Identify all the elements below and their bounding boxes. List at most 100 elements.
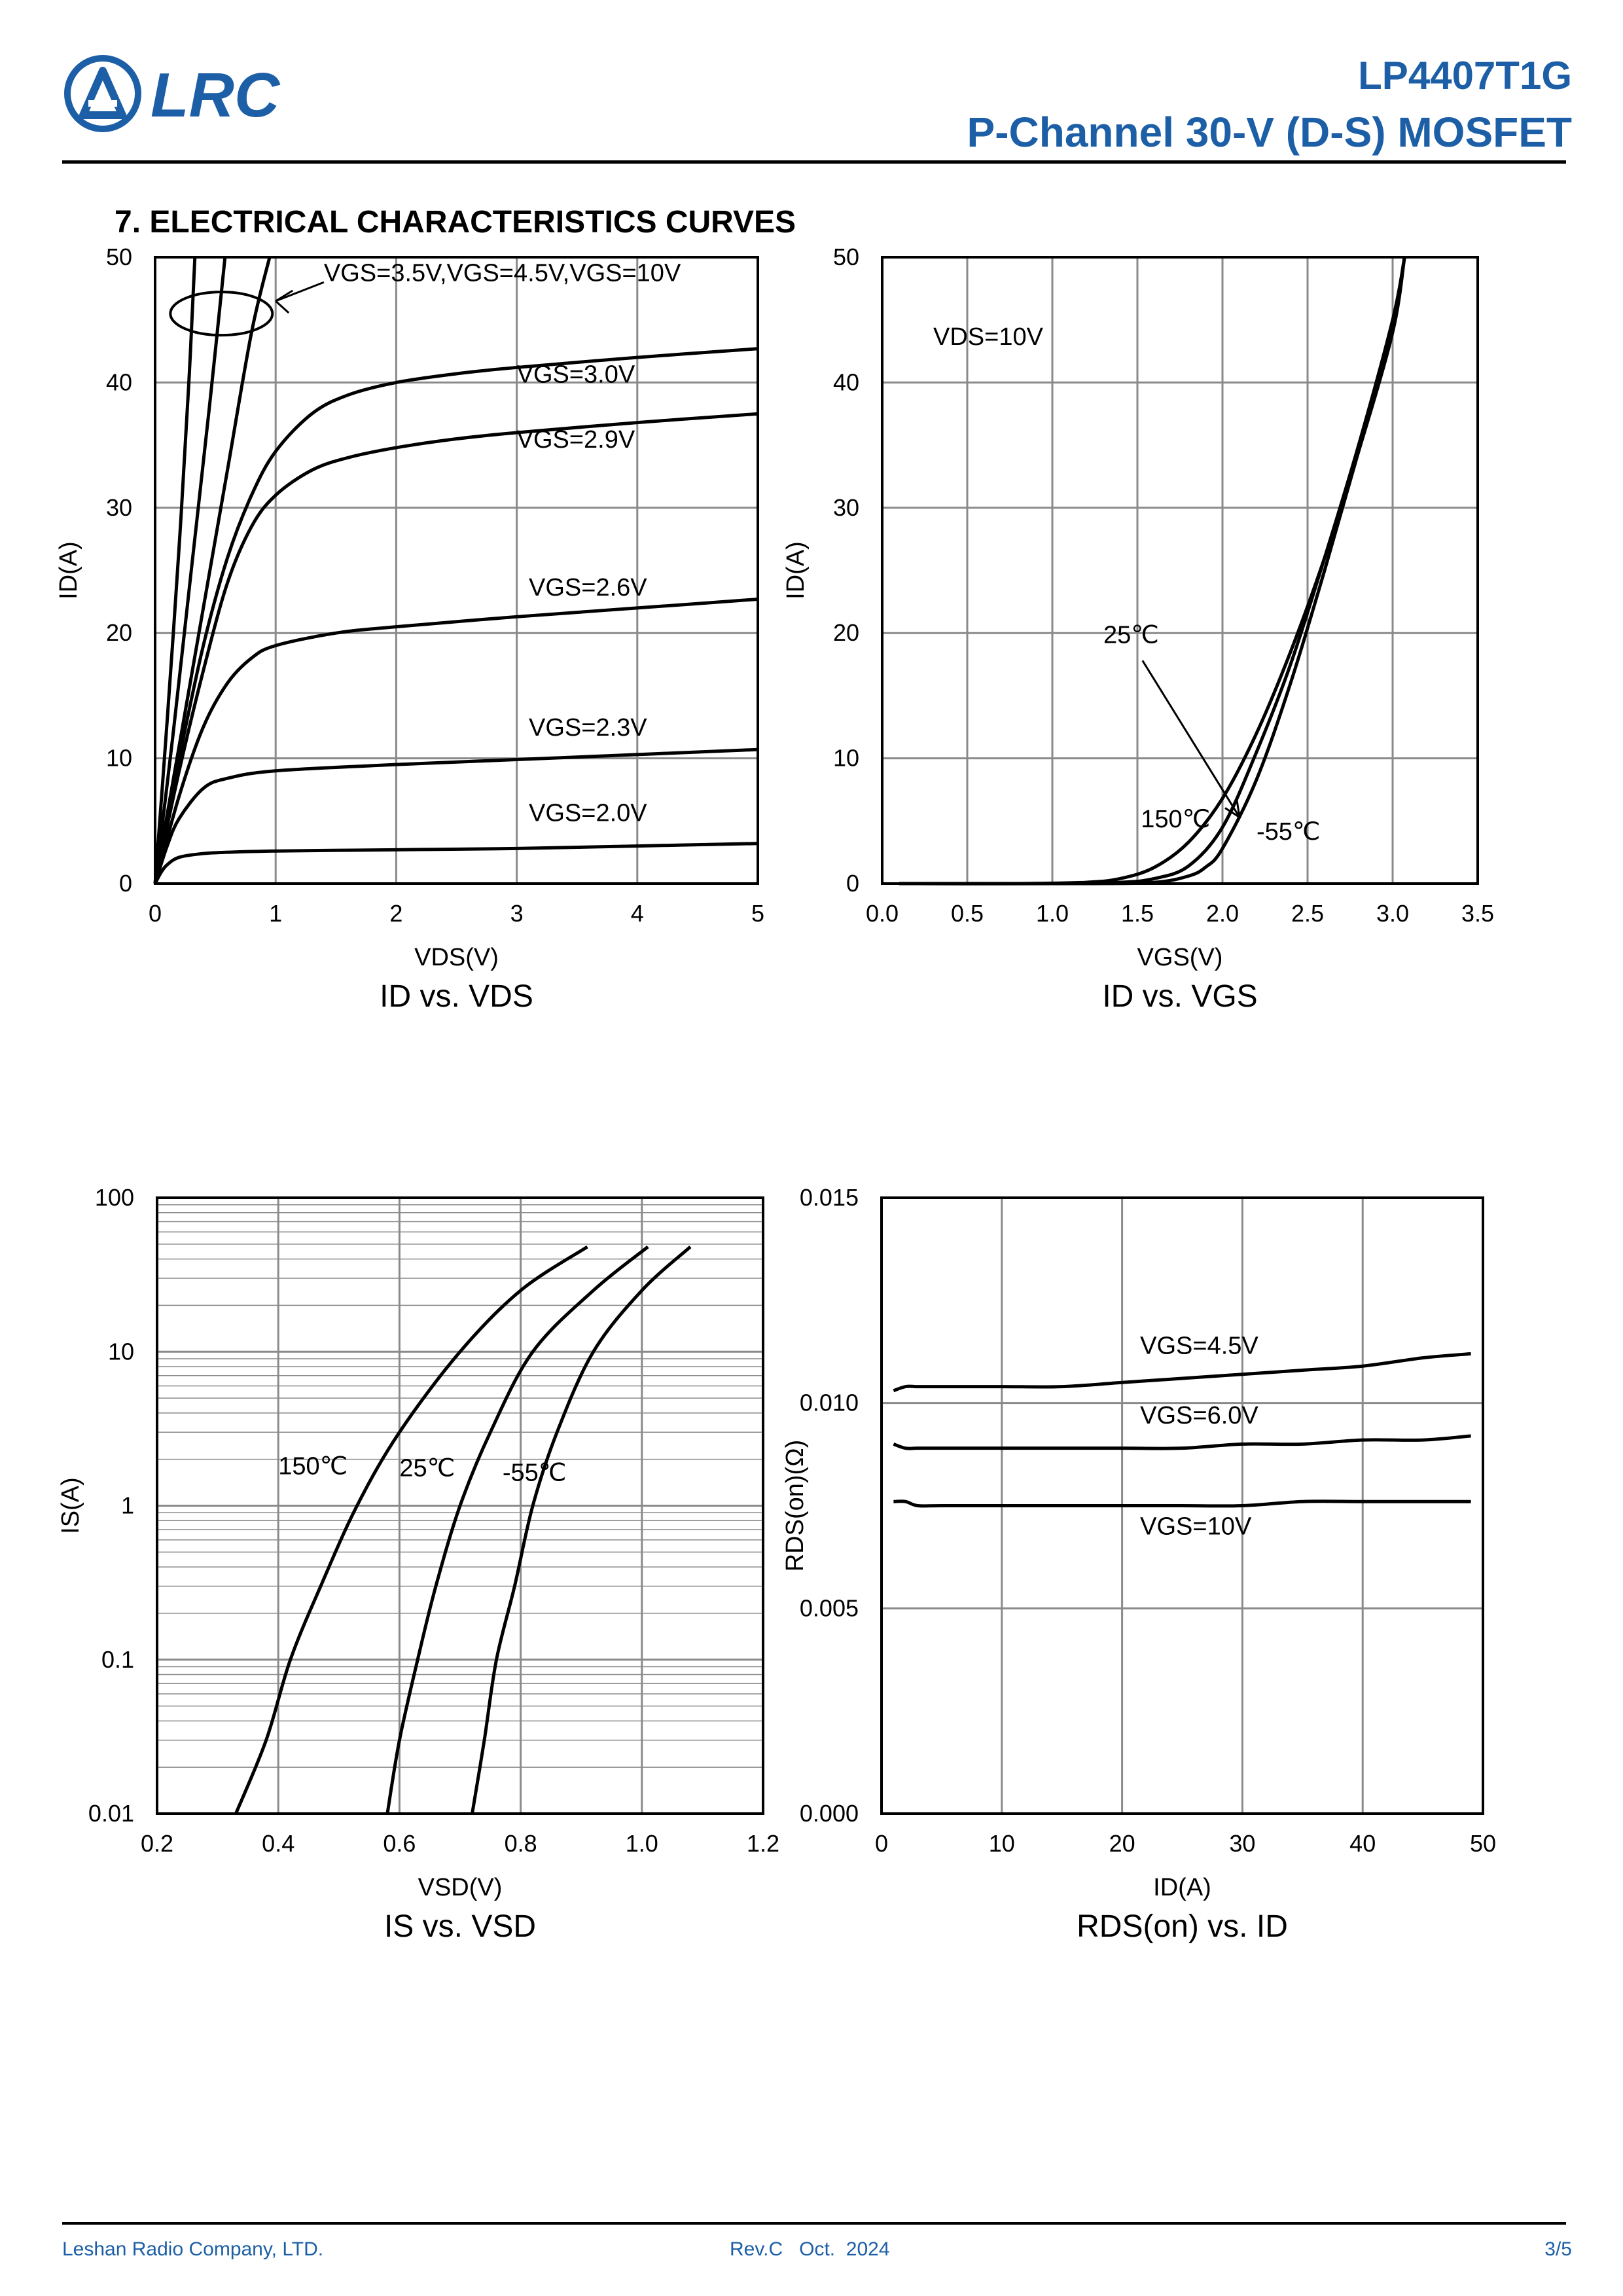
y-axis-label: ID(A) bbox=[55, 541, 82, 600]
x-tick-label: 2.5 bbox=[1291, 900, 1324, 927]
chart-caption: RDS(on) vs. ID bbox=[1077, 1909, 1288, 1944]
y-tick-label: 0.010 bbox=[800, 1390, 859, 1416]
curve-group-label: VGS=3.5V,VGS=4.5V,VGS=10V bbox=[324, 259, 681, 287]
series-line bbox=[234, 1245, 588, 1814]
series-line bbox=[153, 842, 758, 885]
series-line bbox=[153, 598, 758, 884]
plot-frame bbox=[154, 256, 759, 885]
x-tick-label: 1.0 bbox=[626, 1830, 658, 1857]
series-label: 150℃ bbox=[278, 1452, 348, 1480]
x-tick-label: 0.8 bbox=[505, 1830, 537, 1857]
y-tick-label: 0.000 bbox=[800, 1800, 859, 1827]
series-line bbox=[899, 257, 1406, 886]
x-tick-label: 1.2 bbox=[747, 1830, 779, 1857]
part-number: LP4407T1G bbox=[1358, 54, 1572, 98]
annotation-arrow bbox=[275, 281, 325, 302]
x-axis-label: ID(A) bbox=[1153, 1874, 1211, 1901]
x-tick-label: 5 bbox=[751, 900, 764, 927]
y-tick-label: 20 bbox=[106, 619, 132, 646]
y-tick-label: 0 bbox=[119, 870, 132, 897]
y-tick-label: 0 bbox=[846, 870, 859, 897]
plot-frame bbox=[881, 256, 1479, 885]
series-label: VGS=2.0V bbox=[529, 799, 647, 827]
series-label: VGS=2.6V bbox=[529, 574, 647, 601]
x-tick-label: 0.2 bbox=[141, 1830, 173, 1857]
series-line bbox=[153, 257, 272, 884]
chart-caption: ID vs. VGS bbox=[1102, 979, 1257, 1014]
footer-revision: Rev.C Oct. 2024 bbox=[730, 2238, 890, 2260]
y-tick-label: 40 bbox=[106, 368, 132, 395]
section-title: 7. ELECTRICAL CHARACTERISTICS CURVES bbox=[115, 205, 796, 240]
plot-frame bbox=[880, 1196, 1484, 1815]
x-tick-label: 30 bbox=[1229, 1830, 1255, 1857]
x-tick-label: 0.6 bbox=[383, 1830, 416, 1857]
y-tick-label: 50 bbox=[833, 243, 859, 270]
y-axis-label: IS(A) bbox=[57, 1477, 84, 1534]
y-tick-label: 10 bbox=[833, 745, 859, 772]
temperature-label: 25℃ bbox=[1103, 622, 1159, 649]
y-tick-label: 40 bbox=[833, 368, 859, 395]
series-line bbox=[471, 1246, 692, 1814]
x-tick-label: 2.0 bbox=[1206, 900, 1239, 927]
x-tick-label: 0 bbox=[875, 1830, 888, 1857]
series-line bbox=[893, 1499, 1471, 1508]
part-description: P-Channel 30-V (D-S) MOSFET bbox=[967, 109, 1573, 156]
series-line bbox=[153, 257, 227, 884]
x-tick-label: 1 bbox=[269, 900, 282, 927]
y-tick-label: 10 bbox=[106, 745, 132, 772]
leader-line bbox=[1141, 660, 1241, 818]
y-tick-label: 10 bbox=[108, 1338, 134, 1365]
series-label: VGS=2.9V bbox=[517, 426, 635, 454]
header-divider bbox=[62, 160, 1566, 164]
x-tick-label: 50 bbox=[1470, 1830, 1496, 1857]
x-tick-label: 0.5 bbox=[951, 900, 984, 927]
x-tick-label: 0.4 bbox=[262, 1830, 294, 1857]
chart-caption: ID vs. VDS bbox=[380, 979, 533, 1014]
series-line bbox=[153, 257, 197, 884]
plot-frame bbox=[156, 1196, 764, 1815]
series-label: 150℃ bbox=[1141, 806, 1210, 833]
x-axis-label: VSD(V) bbox=[418, 1874, 503, 1901]
series-label: VGS=3.0V bbox=[517, 361, 635, 388]
series-line bbox=[153, 412, 758, 884]
footer-divider bbox=[62, 2222, 1566, 2225]
series-line bbox=[893, 1434, 1471, 1450]
y-tick-label: 20 bbox=[833, 619, 859, 646]
logo-text: LRC bbox=[151, 60, 281, 130]
series-label: VGS=4.5V bbox=[1140, 1332, 1258, 1359]
y-tick-label: 0.005 bbox=[800, 1594, 859, 1621]
y-axis-label: ID(A) bbox=[782, 541, 810, 600]
x-tick-label: 3.0 bbox=[1376, 900, 1409, 927]
x-tick-label: 0 bbox=[149, 900, 162, 927]
y-axis-label: RDS(on)(Ω) bbox=[781, 1440, 809, 1572]
series-label: -55℃ bbox=[503, 1460, 567, 1487]
series-line bbox=[153, 747, 758, 884]
x-tick-label: 1.0 bbox=[1036, 900, 1069, 927]
x-tick-label: 1.5 bbox=[1121, 900, 1154, 927]
series-line bbox=[899, 257, 1406, 886]
series-label: VGS=6.0V bbox=[1140, 1402, 1258, 1429]
x-axis-label: VDS(V) bbox=[414, 944, 499, 971]
condition-label: VDS=10V bbox=[933, 323, 1044, 351]
series-line bbox=[385, 1246, 649, 1814]
series-line bbox=[153, 347, 758, 884]
y-tick-label: 0.01 bbox=[88, 1800, 134, 1827]
series-line bbox=[899, 257, 1406, 886]
highlight-ellipse bbox=[169, 291, 274, 337]
series-label: 25℃ bbox=[399, 1455, 455, 1482]
series-label: -55℃ bbox=[1257, 818, 1321, 846]
footer-company: Leshan Radio Company, LTD. bbox=[62, 2238, 324, 2260]
x-tick-label: 4 bbox=[631, 900, 644, 927]
x-tick-label: 2 bbox=[389, 900, 402, 927]
x-axis-label: VGS(V) bbox=[1137, 944, 1223, 971]
y-tick-label: 0.1 bbox=[101, 1646, 134, 1673]
series-label: VGS=10V bbox=[1140, 1513, 1252, 1540]
y-tick-label: 30 bbox=[833, 494, 859, 521]
chart-caption: IS vs. VSD bbox=[384, 1909, 536, 1944]
x-tick-label: 10 bbox=[989, 1830, 1015, 1857]
y-tick-label: 50 bbox=[106, 243, 132, 270]
footer-page: 3/5 bbox=[1544, 2238, 1572, 2260]
y-tick-label: 0.015 bbox=[800, 1184, 859, 1211]
y-tick-label: 1 bbox=[121, 1492, 134, 1519]
